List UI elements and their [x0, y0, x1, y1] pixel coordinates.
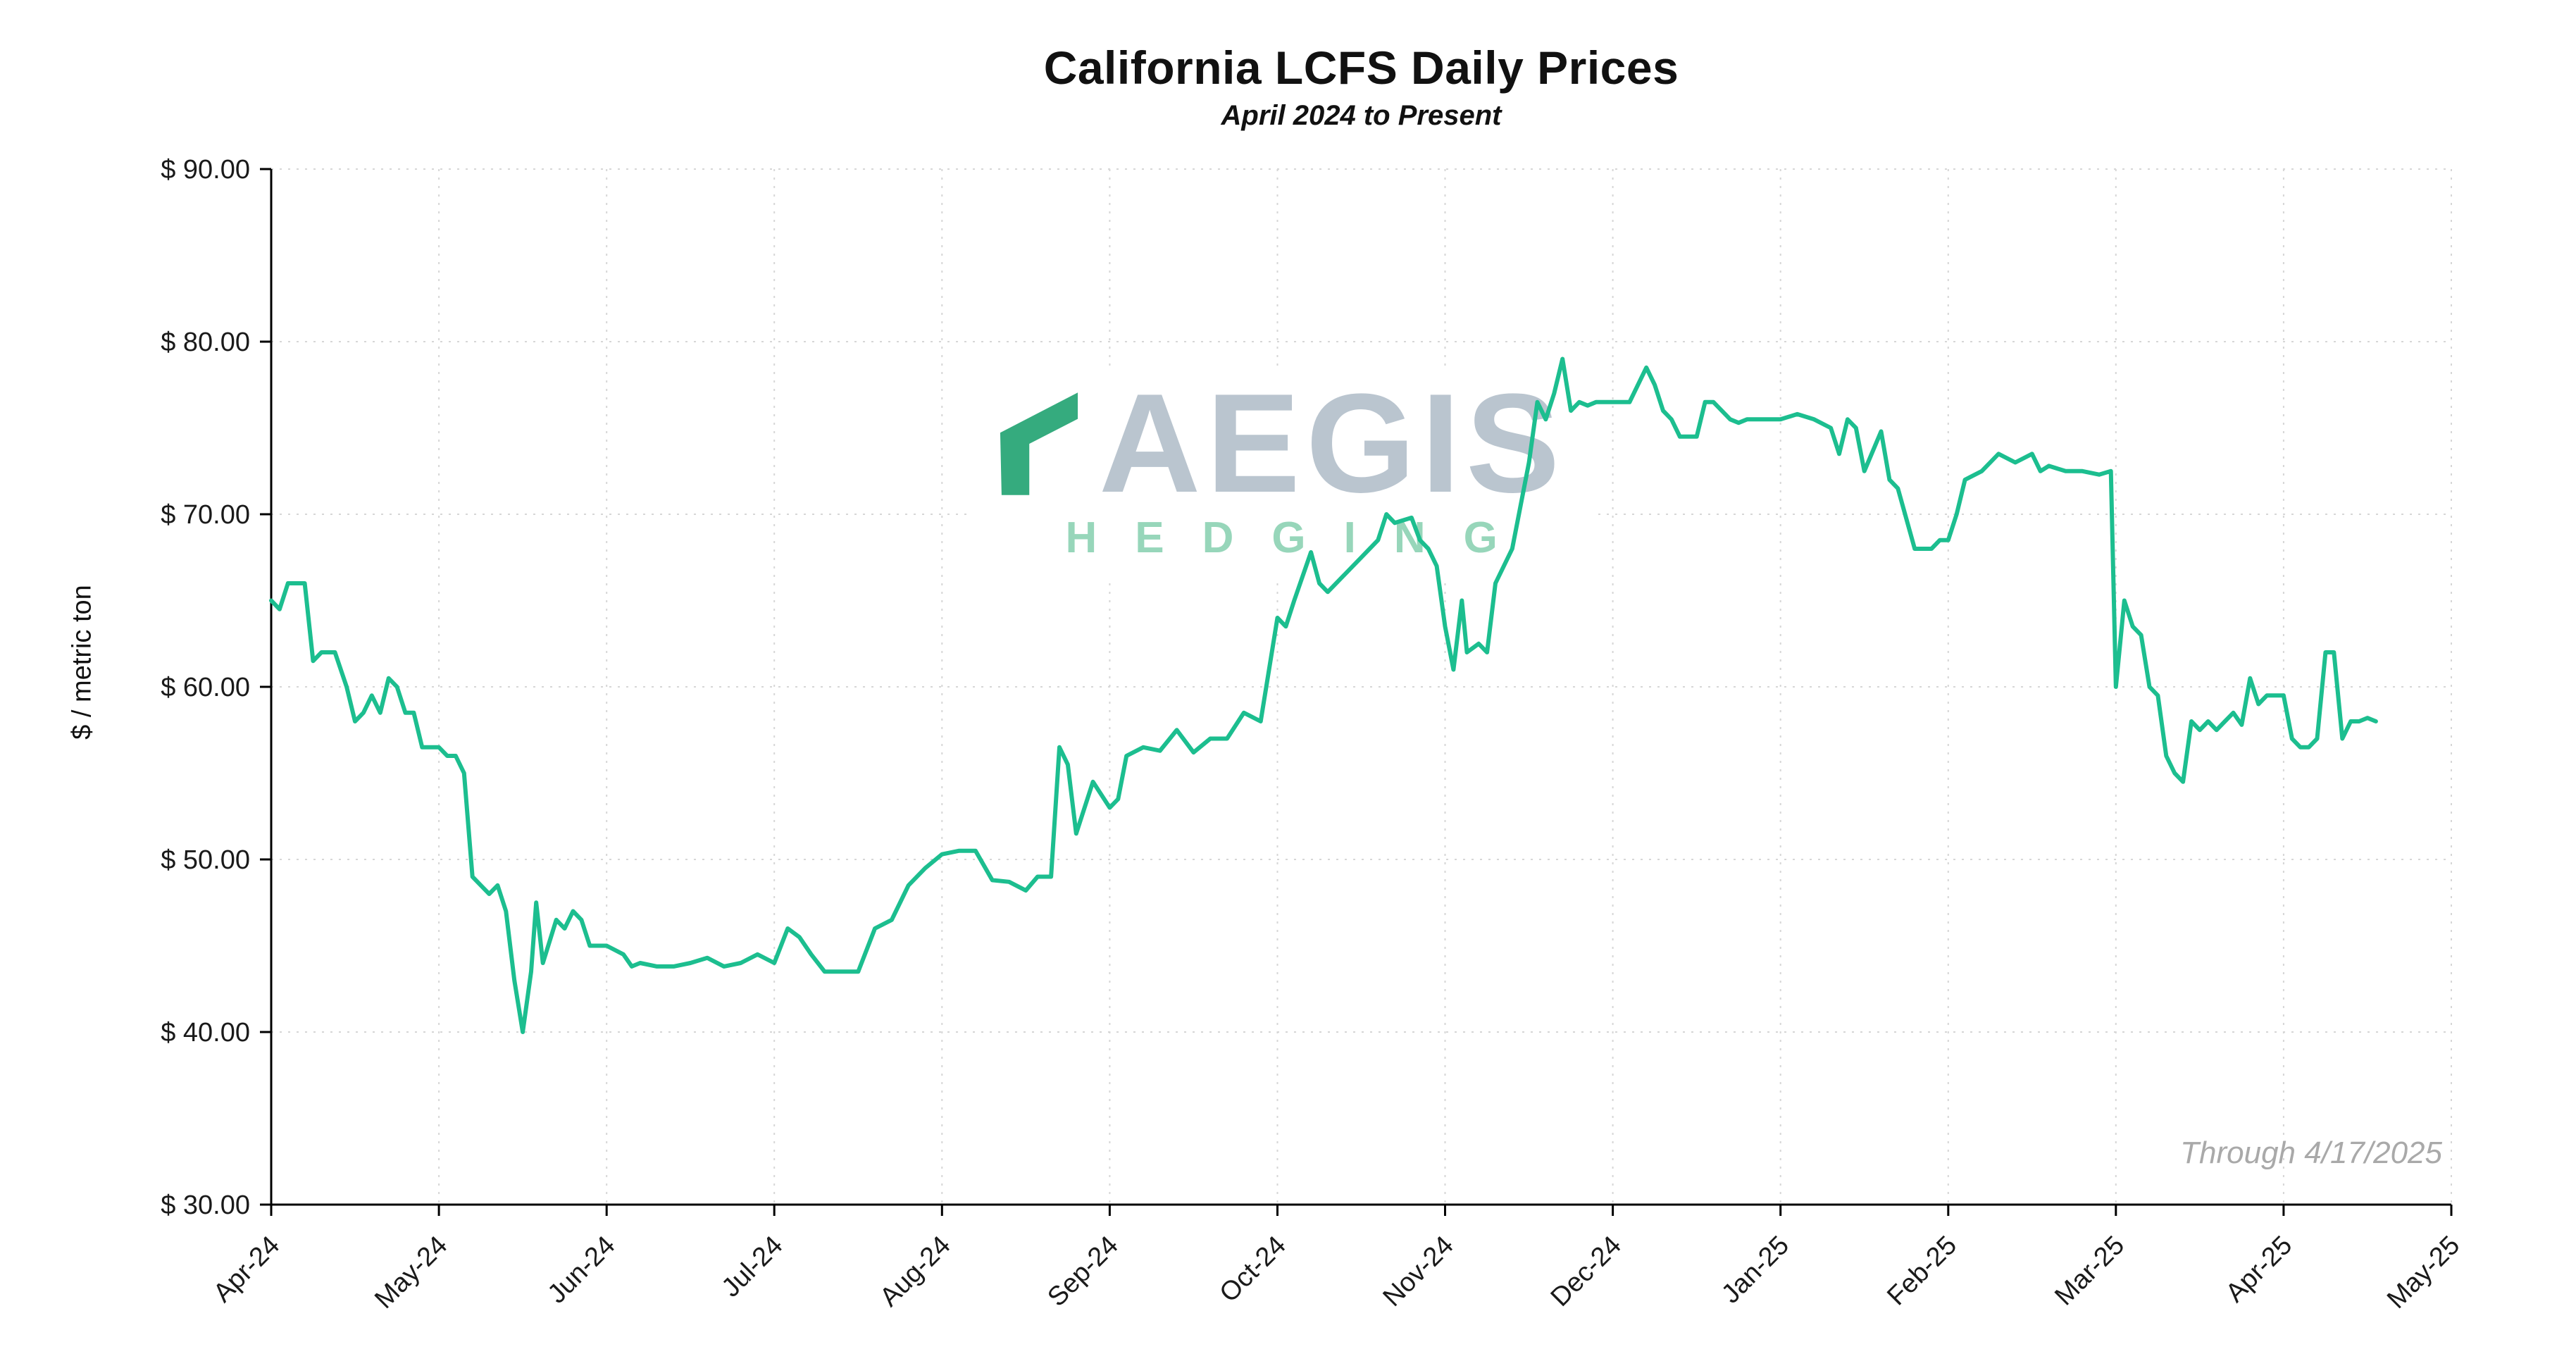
x-tick-label: May-24 — [369, 1231, 453, 1315]
x-tick-label: Jul-24 — [716, 1231, 789, 1303]
x-tick-label: Jun-24 — [542, 1231, 621, 1310]
aegis-watermark: AEGIS HEDGING — [966, 365, 1597, 577]
x-tick-label: Sep-24 — [1042, 1231, 1124, 1312]
y-tick-label: $ 60.00 — [161, 673, 250, 702]
x-tick-label: Nov-24 — [1378, 1231, 1460, 1312]
y-tick-label: $ 40.00 — [161, 1018, 250, 1048]
chart-subtitle: April 2024 to Present — [1221, 100, 1502, 131]
y-tick-label: $ 50.00 — [161, 845, 250, 875]
aegis-logo-icon — [1000, 392, 1078, 495]
y-tick-label: $ 80.00 — [161, 328, 250, 357]
x-tick-label: Apr-24 — [208, 1231, 285, 1308]
y-tick-label: $ 30.00 — [161, 1191, 250, 1220]
y-tick-label: $ 70.00 — [161, 500, 250, 530]
x-tick-label: Dec-24 — [1545, 1231, 1627, 1312]
watermark-row: AEGIS — [997, 365, 1566, 522]
y-tick-label: $ 90.00 — [161, 155, 250, 185]
x-tick-label: Jan-25 — [1716, 1231, 1795, 1310]
through-date-annotation: Through 4/17/2025 — [2180, 1136, 2442, 1170]
y-axis-label: $ / metric ton — [67, 585, 97, 740]
x-tick-label: May-25 — [2382, 1231, 2465, 1315]
x-tick-label: Aug-24 — [874, 1231, 956, 1312]
x-tick-label: Oct-24 — [1214, 1231, 1292, 1308]
watermark-brand-text: AEGIS — [1099, 365, 1566, 522]
x-tick-label: Apr-25 — [2220, 1231, 2298, 1308]
x-tick-label: Feb-25 — [1881, 1231, 1962, 1312]
x-tick-label: Mar-25 — [2049, 1231, 2130, 1312]
chart-title: California LCFS Daily Prices — [1043, 42, 1679, 94]
watermark-sub-text: HEDGING — [1065, 514, 1536, 562]
chart-header: California LCFS Daily Prices April 2024 … — [271, 41, 2451, 132]
